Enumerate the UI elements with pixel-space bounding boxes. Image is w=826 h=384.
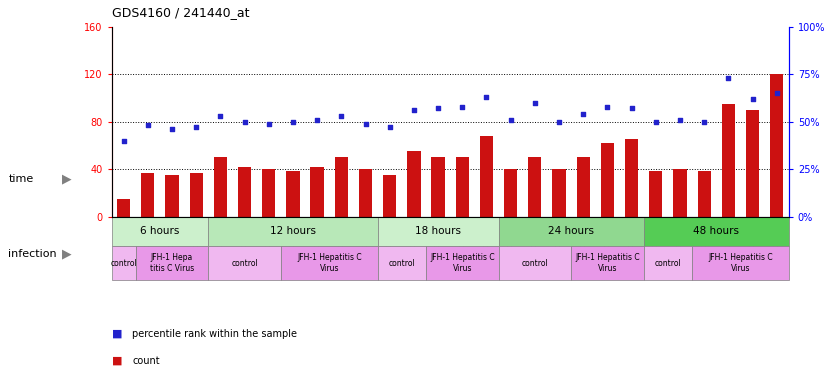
Point: [577, 111, 590, 117]
Bar: [770, 74, 783, 217]
Point: [238, 119, 251, 125]
Bar: [287, 172, 300, 217]
Point: [431, 105, 444, 111]
Bar: [692, 246, 789, 280]
Bar: [571, 246, 643, 280]
Bar: [335, 157, 348, 217]
Text: 24 hours: 24 hours: [548, 226, 594, 236]
Point: [287, 119, 300, 125]
Bar: [649, 172, 662, 217]
Text: JFH-1 Hepatitis C
Virus: JFH-1 Hepatitis C Virus: [430, 253, 495, 273]
Point: [407, 107, 420, 113]
Bar: [553, 169, 566, 217]
Bar: [165, 175, 178, 217]
Bar: [112, 246, 135, 280]
Bar: [643, 246, 692, 280]
Text: JFH-1 Hepatitis C
Virus: JFH-1 Hepatitis C Virus: [297, 253, 362, 273]
Text: 18 hours: 18 hours: [415, 226, 461, 236]
Bar: [643, 217, 789, 246]
Point: [529, 100, 542, 106]
Bar: [407, 151, 420, 217]
Bar: [377, 217, 499, 246]
Bar: [673, 169, 686, 217]
Bar: [528, 157, 542, 217]
Text: 48 hours: 48 hours: [693, 226, 739, 236]
Point: [770, 90, 783, 96]
Bar: [135, 246, 208, 280]
Point: [190, 124, 203, 131]
Point: [601, 103, 614, 109]
Bar: [697, 172, 711, 217]
Bar: [499, 246, 571, 280]
Bar: [577, 157, 590, 217]
Text: ■: ■: [112, 329, 122, 339]
Bar: [238, 167, 251, 217]
Bar: [722, 104, 735, 217]
Text: control: control: [231, 258, 258, 268]
Point: [480, 94, 493, 100]
Text: percentile rank within the sample: percentile rank within the sample: [132, 329, 297, 339]
Point: [311, 117, 324, 123]
Bar: [311, 167, 324, 217]
Text: time: time: [8, 174, 34, 184]
Point: [456, 103, 469, 109]
Bar: [141, 173, 154, 217]
Point: [165, 126, 178, 132]
Point: [697, 119, 710, 125]
Bar: [426, 246, 499, 280]
Point: [649, 119, 662, 125]
Bar: [746, 110, 759, 217]
Text: ▶: ▶: [62, 247, 72, 260]
Bar: [112, 217, 208, 246]
Text: ▶: ▶: [62, 172, 72, 185]
Bar: [189, 173, 203, 217]
Text: control: control: [521, 258, 548, 268]
Text: JFH-1 Hepa
titis C Virus: JFH-1 Hepa titis C Virus: [150, 253, 194, 273]
Point: [673, 117, 686, 123]
Bar: [504, 169, 517, 217]
Text: ■: ■: [112, 356, 122, 366]
Bar: [214, 157, 227, 217]
Bar: [262, 169, 275, 217]
Text: infection: infection: [8, 248, 57, 258]
Bar: [431, 157, 444, 217]
Text: control: control: [110, 258, 137, 268]
Point: [722, 75, 735, 81]
Point: [358, 121, 372, 127]
Point: [335, 113, 348, 119]
Point: [141, 122, 154, 129]
Bar: [358, 169, 373, 217]
Text: control: control: [654, 258, 681, 268]
Bar: [383, 175, 396, 217]
Point: [746, 96, 759, 102]
Bar: [208, 217, 377, 246]
Point: [383, 124, 396, 131]
Bar: [208, 246, 281, 280]
Bar: [456, 157, 469, 217]
Bar: [499, 217, 643, 246]
Bar: [601, 143, 614, 217]
Text: JFH-1 Hepatitis C
Virus: JFH-1 Hepatitis C Virus: [708, 253, 773, 273]
Text: 6 hours: 6 hours: [140, 226, 179, 236]
Point: [553, 119, 566, 125]
Bar: [480, 136, 493, 217]
Point: [262, 121, 275, 127]
Point: [504, 117, 517, 123]
Point: [214, 113, 227, 119]
Bar: [625, 139, 638, 217]
Text: control: control: [388, 258, 415, 268]
Point: [625, 105, 638, 111]
Text: GDS4160 / 241440_at: GDS4160 / 241440_at: [112, 6, 249, 19]
Text: 12 hours: 12 hours: [270, 226, 316, 236]
Text: count: count: [132, 356, 159, 366]
Bar: [377, 246, 426, 280]
Bar: [117, 199, 131, 217]
Point: [117, 137, 131, 144]
Text: JFH-1 Hepatitis C
Virus: JFH-1 Hepatitis C Virus: [575, 253, 639, 273]
Bar: [281, 246, 377, 280]
